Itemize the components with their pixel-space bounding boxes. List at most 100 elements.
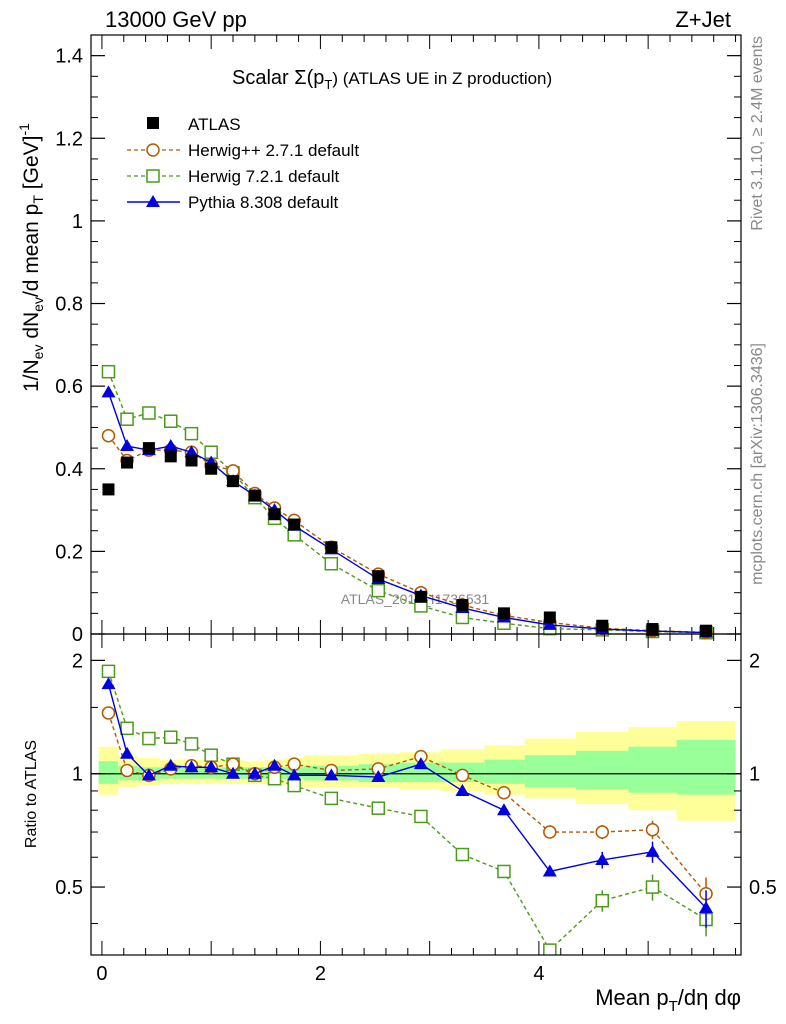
ratio-point-herwigpp [645,822,660,837]
main-point-herwig7 [184,426,199,441]
ratio-point-pythia [455,783,470,796]
ratio-point-herwig7 [267,771,282,786]
main-point-atlas [185,454,198,467]
x-axis-label: Mean pT/dη dφ [595,985,741,1015]
ratio-band-inner [181,767,202,779]
ratio-band-inner [676,739,736,795]
main-y-tick-label: 1.4 [55,46,83,68]
ratio-point-pythia [371,770,386,783]
mcplots-label: mcplots.cern.ch [arXiv:1306.3436] [749,343,766,585]
legend-label-herwig7: Herwig 7.2.1 default [188,167,339,186]
x-tick-label: 4 [533,963,544,985]
ratio-point-herwig7 [101,664,116,679]
ratio-point-pythia [496,803,511,816]
ratio-point-herwig7 [543,943,557,955]
ratio-point-herwig7 [204,748,218,762]
main-y-label: 1/Nev dNev/d mean pT [GeV]-1 [16,123,46,392]
ratio-point-pythia [542,864,557,877]
main-y-tick-label: 1 [72,211,83,233]
ratio-point-herwigpp [595,825,610,839]
ratio-point-herwig7 [120,721,134,736]
main-point-atlas [543,611,556,624]
main-point-pythia [163,439,178,452]
main-point-pythia [120,439,135,452]
main-point-herwig7 [101,364,116,379]
ratio-point-pythia [645,844,660,857]
main-point-atlas [227,475,240,488]
header-left: 13000 GeV pp [105,7,247,32]
ratio-point-herwigpp [455,768,470,783]
legend-label-atlas: ATLAS [188,115,241,134]
ratio-line-herwig7 [107,671,707,952]
main-point-atlas [646,623,659,636]
ratio-band-inner [576,750,629,790]
main-point-pythia [101,385,116,398]
ratio-point-herwigpp [101,706,116,720]
ratio-clip-group [101,664,714,955]
main-point-herwig7 [455,610,470,625]
ratio-y-tick-label-right: 0.5 [749,877,777,899]
ratio-point-pythia [413,757,428,770]
main-y-axis: 0 0.2 0.4 0.6 0.8 1 1.2 1.4 [55,46,741,646]
plot-title-post: ) (ATLAS UE in Z production) [332,69,552,88]
ratio-y-axis: 0.5 0.5 1 1 2 2 [55,650,777,925]
main-point-herwig7 [324,557,339,571]
main-point-atlas [414,590,427,603]
x-tick-label: 0 [96,963,107,985]
legend-label-pythia: Pythia 8.308 default [188,193,339,212]
plot-title-sub: T [324,77,332,92]
legend: ATLAS Herwig++ 2.7.1 default Herwig 7.2.… [127,115,359,212]
main-point-herwigpp [101,428,116,443]
ratio-point-herwigpp [497,786,511,800]
ratio-point-herwig7 [414,809,428,824]
rivet-label: Rivet 3.1.10, ≥ 2.4M events [749,36,766,231]
ratio-point-pythia [247,766,262,779]
main-y-tick-label: 0.2 [55,541,83,563]
main-point-herwig7 [142,406,156,420]
x-axis-label-pre: Mean p [595,985,668,1010]
main-series-group [101,364,714,640]
legend-marker-pythia [146,195,160,207]
main-point-pythia [184,445,199,458]
legend-marker-herwigpp [146,143,160,157]
main-point-atlas [456,599,469,612]
ratio-point-pythia [267,758,282,771]
ratio-point-herwig7 [142,731,156,746]
ratio-point-herwig7 [184,737,199,751]
ratio-band-inner [524,755,577,788]
ratio-point-pythia [184,760,199,773]
plot-title: Scalar Σ(pT) (ATLAS UE in Z production) [232,67,552,92]
ratio-point-pythia [226,766,241,779]
main-point-herwig7 [120,412,134,426]
main-point-atlas [497,607,510,620]
main-point-atlas [268,508,281,521]
ratio-point-herwigpp [543,825,557,839]
main-point-atlas [288,518,301,531]
main-panel: 00.20.40.60.811.21.4 ATLAS_2019_I1736531… [16,34,742,646]
ratio-point-herwig7 [287,778,301,793]
x-axis-label-sub: T [669,998,678,1015]
main-y-tick-label: 0 [72,624,83,646]
ratio-series-pythia [101,677,714,928]
ratio-y-tick-label-right: 2 [749,650,760,672]
ratio-band-inner [484,759,525,784]
main-y-tick-label: 0.6 [55,376,83,398]
main-point-atlas [102,483,115,496]
main-point-atlas [205,462,218,475]
main-point-herwig7 [371,583,386,598]
ratio-point-herwig7 [324,791,339,806]
ratio-x-axis: 0 2 4 [96,634,737,985]
ratio-point-herwig7 [645,880,660,894]
ratio-point-herwig7 [595,893,610,908]
legend-label-herwigpp: Herwig++ 2.7.1 default [188,141,359,160]
main-point-atlas [325,541,338,554]
ratio-panel: 0.5 0.5 1 1 2 2 0 2 4 Ratio to ATLAS Mean pT/dη… [23,633,777,1015]
ratio-y-tick-label: 2 [72,650,83,672]
main-y-tick-label: 0.8 [55,294,83,316]
ratio-band-inner [98,761,119,784]
ratio-point-pythia [163,758,178,771]
plot-title-pre: Scalar Σ(p [232,67,324,89]
ratio-y-tick-label: 0.5 [55,877,83,899]
main-point-atlas [164,450,177,463]
